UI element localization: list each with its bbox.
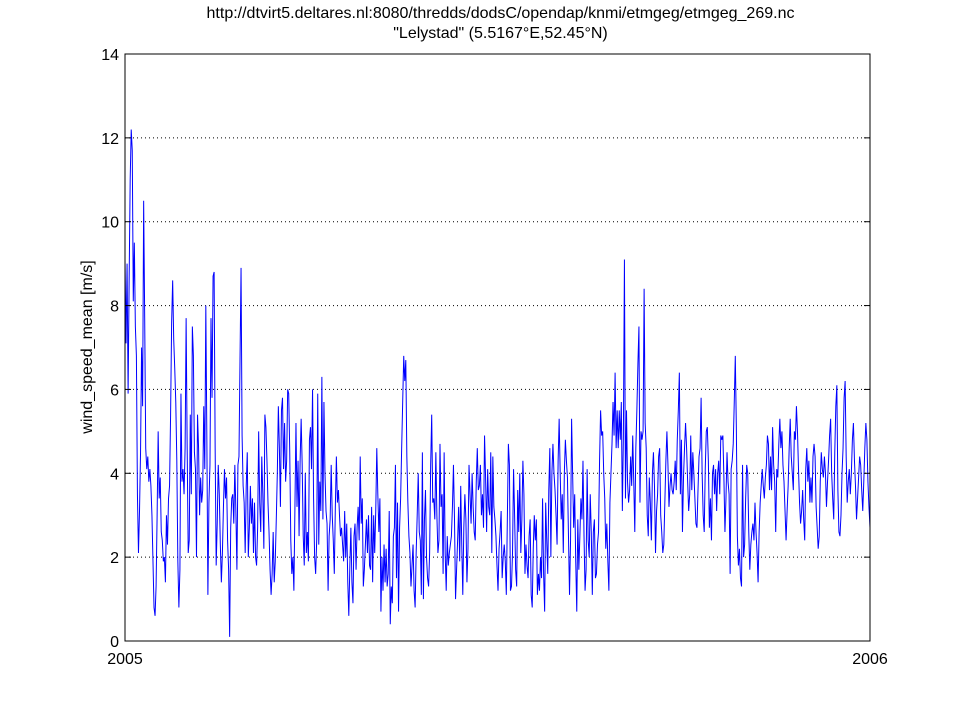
x-tick-label: 2006 [852,651,888,668]
chart-title: http://dtvirt5.deltares.nl:8080/thredds/… [206,5,795,22]
y-tick-label: 0 [110,634,119,651]
y-tick-label: 8 [110,299,119,316]
grid-lines [125,137,870,558]
y-tick-label: 2 [110,550,119,567]
x-axis-ticks: 2005 2006 [107,54,888,668]
y-tick-label: 6 [110,382,119,399]
y-tick-label: 14 [101,47,119,64]
y-tick-label: 10 [101,215,119,232]
x-tick-label: 2005 [107,651,143,668]
chart-subtitle: "Lelystad" (5.5167°E,52.45°N) [393,25,608,42]
y-tick-label: 12 [101,131,119,148]
y-axis-ticks: 0 2 4 6 8 10 12 14 [101,47,870,651]
wind-speed-series-line [124,129,871,637]
plot-frame [124,53,871,642]
y-tick-label: 4 [110,466,119,483]
